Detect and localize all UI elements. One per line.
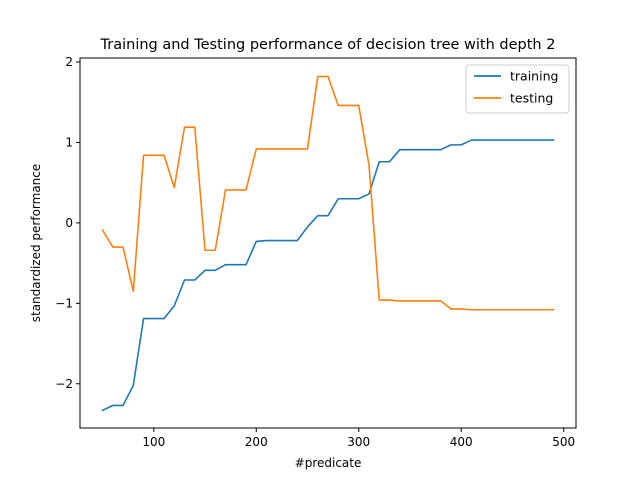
x-tick-label: 300 [347,435,370,449]
x-tick-label: 500 [552,435,575,449]
legend-label-testing: testing [510,91,553,106]
legend-box [465,64,570,114]
series-line-testing [101,75,555,311]
axes-frame [79,57,577,429]
legend-label-training: training [510,69,558,84]
y-tick-label: 2 [65,55,73,69]
x-tick-label: 200 [245,435,268,449]
legend: training testing [465,64,570,114]
y-tick-label: 1 [65,135,73,149]
y-axis-label: standardized performance [29,164,43,323]
series-line-training [101,139,555,412]
x-tick-label: 100 [142,435,165,449]
y-tick-label: 0 [65,216,73,230]
x-axis-label: #predicate [295,456,362,470]
plot-area [101,75,555,412]
x-tick-label: 400 [450,435,473,449]
y-tick-label: −1 [55,296,73,310]
y-tick-label: −2 [55,377,73,391]
chart-title: Training and Testing performance of deci… [100,37,556,53]
